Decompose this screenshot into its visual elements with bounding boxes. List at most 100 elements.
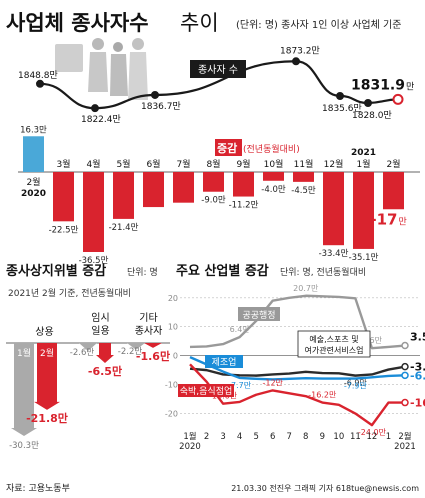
x-tick-label: 2020: [179, 442, 201, 452]
industry-value-label: -16.2만: [308, 391, 337, 400]
x-tick-label: 1: [386, 432, 391, 442]
month-label: 10월: [264, 158, 284, 170]
employees-unit-suffix: 만: [406, 81, 414, 92]
employees-value-label: 1873.2만: [280, 45, 320, 56]
y-tick-label: -10: [165, 381, 178, 390]
industry-series-line: [189, 363, 405, 427]
series-name-box: [297, 330, 371, 358]
month-label: 7월: [176, 158, 190, 170]
month-label: 1월: [356, 158, 370, 170]
employees-point: [151, 90, 159, 99]
industry-end-point: [401, 371, 409, 380]
month-label: 3월: [56, 158, 70, 170]
series-name-label: 제조업: [212, 357, 237, 368]
page-title: 사업체 종사자수: [6, 11, 149, 35]
employees-value-label: 1822.4만: [81, 114, 121, 125]
credit-text: 21.03.30 전진우 그래픽 기자 618tue@newsis.com: [231, 483, 419, 493]
industry-series-line: [189, 365, 406, 377]
x-tick-label: 11: [350, 432, 361, 442]
x-tick-label: 2: [204, 432, 209, 442]
x-tick-label: 6: [270, 432, 275, 442]
x-tick-label: 9: [320, 432, 325, 442]
change-bar: [233, 172, 254, 197]
y-tick-label: -20: [165, 410, 178, 419]
series-name-box: [205, 355, 243, 368]
month-label: 5월: [116, 158, 130, 170]
employees-point: [364, 99, 372, 107]
x-tick-label: 10: [333, 432, 344, 442]
month-label: 11월: [294, 158, 314, 170]
month-label: 6월: [146, 158, 160, 170]
page-title-suffix: 추이: [180, 11, 219, 35]
industry-value-label: 6.4만: [230, 325, 251, 334]
employees-value-label: 1835.6만: [322, 103, 362, 114]
change-bar: [383, 172, 404, 210]
employees-point: [336, 91, 344, 100]
employees-line-chart: 1848.8만 1822.4만 1836.7만 1873.2만 1835.6만1828.…: [18, 45, 414, 125]
industry-value-label: -7.7만: [228, 381, 252, 390]
industry-chart-title: 주요 산업별 증감: [176, 263, 269, 279]
status-bar: [79, 343, 97, 351]
industry-value-label: 20.7만: [293, 284, 319, 293]
employees-value-label: 1836.7만: [141, 101, 181, 112]
industry-value-label: -7.9만: [344, 382, 368, 391]
bar-value-label: 16.3만: [20, 125, 47, 135]
industry-end-point: [401, 362, 409, 371]
status-value-label: -2.2만: [118, 347, 143, 357]
month-label: 2월: [386, 158, 400, 170]
series-name-box: [178, 384, 234, 397]
x-tick-label: 8: [303, 432, 308, 442]
bar-value-label: -21.4만: [109, 223, 139, 233]
bar-value-label: -4.5만: [291, 186, 316, 196]
bar-value-label: -35.1만: [349, 253, 379, 263]
series-name-label: 공공행정: [242, 309, 275, 321]
status-bar: [96, 343, 114, 363]
employees-value-label: 1831.9: [351, 77, 405, 93]
status-value-label: -30.3만: [9, 441, 39, 451]
month-label: 12월: [324, 158, 344, 170]
bar-title-bg: [215, 139, 242, 156]
status-value-label: -21.8만: [26, 411, 68, 425]
change-bar: [203, 172, 224, 192]
x-tick-label: 4: [237, 432, 242, 442]
status-group-label: 종사자: [135, 325, 163, 337]
status-group-label: 일용: [91, 325, 109, 337]
bar-value-label: -4.0만: [261, 185, 286, 195]
status-month-label: 2월: [40, 347, 54, 359]
industry-value-label: -3.8만: [410, 360, 425, 374]
workers-illustration: [55, 38, 148, 100]
change-bar: [53, 172, 74, 222]
unit-note: (단위: 명) 종사자 1인 이상 사업체 기준: [236, 18, 401, 31]
change-bar: [23, 136, 44, 172]
y-tick-label: 20: [168, 294, 178, 303]
status-chart-unit: 단위: 명: [127, 267, 158, 278]
employees-value-label: 1828.0만: [352, 110, 392, 121]
status-bar: [11, 343, 37, 436]
change-bar: [143, 172, 164, 208]
series-name-label: 여가관련서비스업: [305, 345, 364, 355]
month-label: 4월: [86, 158, 100, 170]
status-bar: [34, 343, 60, 410]
year-label-end: 2021: [351, 148, 376, 158]
change-bar: [323, 172, 344, 246]
y-tick-label: 0: [173, 352, 178, 361]
employees-value-label: 1848.8만: [18, 70, 58, 81]
status-group-label: 상용: [35, 326, 53, 338]
status-group-label: 기타: [139, 312, 157, 324]
bar-value-suffix: 만: [399, 216, 407, 227]
month-label: 8월: [206, 158, 220, 170]
industry-value-label: 3.5만: [410, 330, 425, 344]
status-value-label: -2.6만: [70, 348, 95, 358]
x-tick-label: 2021: [394, 442, 416, 452]
industry-chart-unit: 단위: 명, 전년동월대비: [280, 266, 366, 278]
month-label: 9월: [236, 158, 250, 170]
industry-value-label: 2.6만: [362, 336, 383, 345]
employees-point: [36, 79, 44, 88]
industry-end-point: [401, 398, 409, 407]
status-chart-title: 종사상지위별 증감: [6, 263, 106, 279]
change-bar: [293, 172, 314, 182]
source-text: 자료: 고용노동부: [6, 483, 70, 494]
status-bar: [127, 343, 145, 350]
industry-value-label: -12만: [262, 378, 283, 387]
